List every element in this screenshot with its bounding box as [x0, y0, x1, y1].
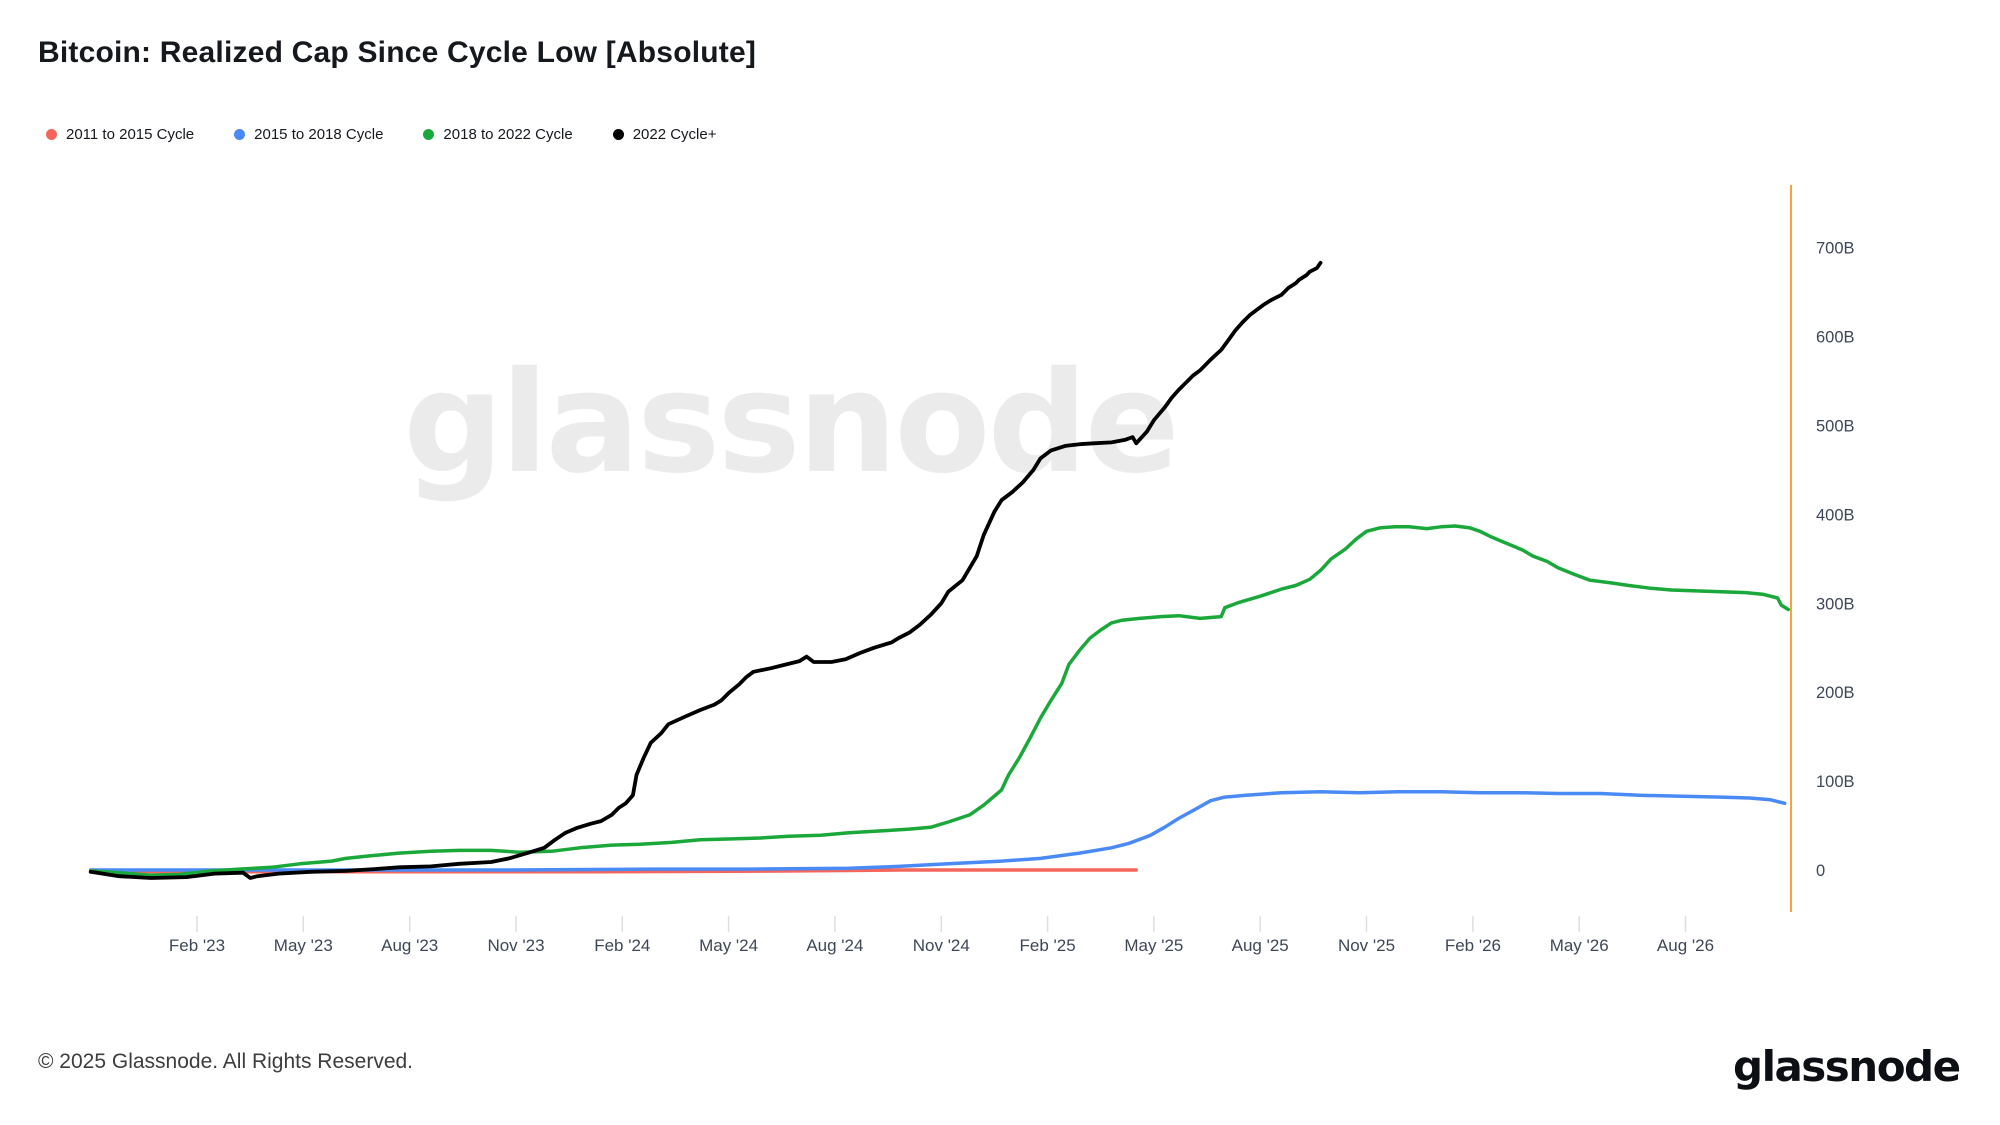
x-axis-label: May '24	[699, 936, 758, 955]
y-axis-label: 700B	[1816, 240, 1855, 258]
legend-item-1[interactable]: 2011 to 2015 Cycle	[46, 126, 194, 143]
legend-label: 2011 to 2015 Cycle	[66, 126, 195, 143]
series-layer	[88, 260, 1791, 880]
legend-dot-icon	[234, 129, 246, 140]
y-axis-label: 400B	[1816, 506, 1855, 524]
legend-label: 2018 to 2022 Cycle	[443, 126, 573, 143]
x-axis-label: Feb '25	[1020, 936, 1076, 955]
glassnode-logo[interactable]: glassnode	[1733, 1042, 1961, 1091]
y-axis-label: 200B	[1816, 684, 1855, 702]
series-line-3[interactable]	[88, 524, 1791, 878]
glassnode-watermark: glassnode	[403, 342, 1179, 505]
x-axis-label: Aug '26	[1657, 936, 1714, 955]
legend-label: 2015 to 2018 Cycle	[254, 126, 384, 143]
y-axis-label: 100B	[1816, 773, 1855, 791]
legend-label: 2022 Cycle+	[632, 126, 717, 143]
x-axis-label: Aug '25	[1232, 936, 1289, 955]
y-axis-label: 500B	[1816, 418, 1855, 436]
y-axis-label: 600B	[1816, 329, 1855, 347]
copyright-text: © 2025 Glassnode. All Rights Reserved.	[38, 1050, 414, 1073]
series-line-4[interactable]	[88, 260, 1323, 880]
legend: 2011 to 2015 Cycle 2015 to 2018 Cycle 2018…	[46, 126, 717, 143]
legend-item-4[interactable]: 2022 Cycle+	[612, 126, 717, 143]
y-axis-label: 300B	[1816, 595, 1855, 613]
page-title: Bitcoin: Realized Cap Since Cycle Low [A…	[38, 36, 757, 69]
x-axis-label: May '26	[1550, 936, 1609, 955]
x-axis-label: Aug '23	[381, 936, 438, 955]
legend-item-2[interactable]: 2015 to 2018 Cycle	[234, 126, 383, 143]
x-axis-label: Nov '24	[913, 936, 970, 955]
x-axis-label: Nov '23	[487, 936, 544, 955]
axis-layer: 0 100B 200B 300B 400B 500B 600B 700B Feb '23 May …	[169, 185, 1855, 955]
legend-item-3[interactable]: 2018 to 2022 Cycle	[423, 126, 573, 143]
x-axis-label: Nov '25	[1338, 936, 1395, 955]
legend-dot-icon	[46, 129, 57, 140]
legend-dot-icon	[612, 129, 624, 140]
x-axis-label: Feb '24	[594, 936, 650, 955]
x-axis-label: May '25	[1124, 936, 1183, 955]
y-axis-label: 0	[1816, 862, 1825, 880]
x-axis-label: May '23	[274, 936, 333, 955]
x-axis-label: Feb '26	[1445, 936, 1501, 955]
series-line-2[interactable]	[88, 790, 1787, 872]
x-axis-label: Aug '24	[806, 936, 863, 955]
x-axis-label: Feb '23	[169, 936, 225, 955]
legend-dot-icon	[423, 129, 435, 140]
